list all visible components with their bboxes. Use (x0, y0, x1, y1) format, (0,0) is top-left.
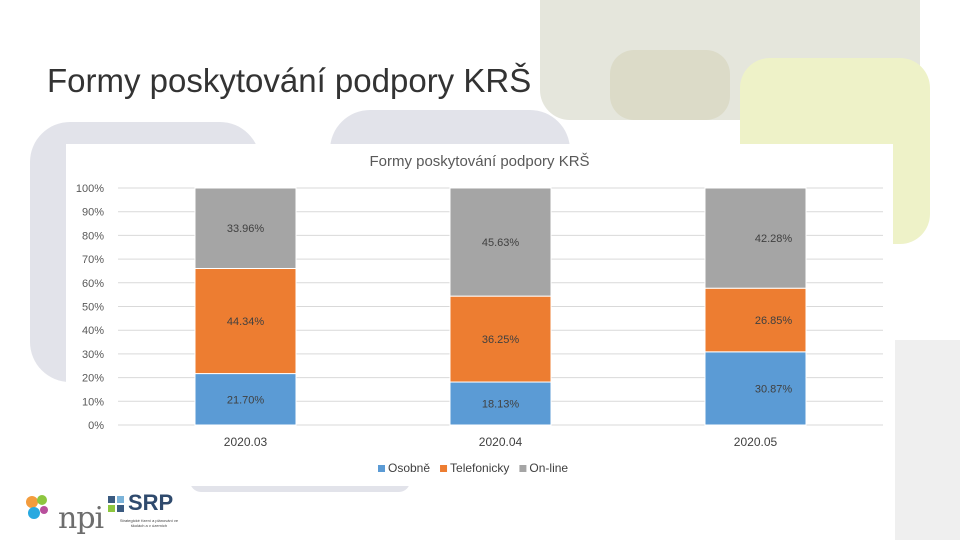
data-label: 30.87% (755, 383, 793, 395)
chart-title: Formy poskytování podpory KRŠ (369, 153, 590, 170)
y-tick-label: 20% (82, 373, 104, 385)
data-label: 44.34% (227, 316, 265, 328)
y-tick-label: 40% (82, 325, 104, 337)
data-label: 26.85% (755, 315, 793, 327)
stacked-bar-chart: 0% 10% 20% 30% 40% 50% 60% 70% 80% 90% 100% 21.70% 4… (76, 183, 883, 475)
x-tick-label: 2020.03 (224, 435, 268, 449)
y-tick-label: 100% (76, 183, 104, 195)
slide-title: Formy poskytování podpory KRŠ (47, 62, 532, 99)
legend-label: On-line (529, 461, 568, 475)
bar-segment (704, 187, 807, 289)
data-label: 45.63% (482, 237, 520, 249)
y-tick-label: 50% (82, 302, 104, 314)
bar-segment (194, 187, 297, 269)
chart-panel: 0% 10% 20% 30% 40% 50% 60% 70% 80% 90% 100% 21.70% 4… (66, 144, 893, 486)
background-shape (895, 340, 960, 540)
srp-logo: SRP Strategické řízení a plánování ve šk… (106, 490, 186, 538)
y-tick-label: 70% (82, 254, 104, 266)
bar-segment (449, 187, 552, 297)
legend-swatch (440, 465, 448, 472)
legend-swatch (519, 465, 527, 472)
y-tick-label: 60% (82, 278, 104, 290)
npi-logo: npi (22, 493, 104, 536)
legend-swatch (378, 465, 385, 472)
data-label: 18.13% (482, 399, 520, 411)
bar-segment (704, 351, 807, 426)
footer-logos: npi SRP Strategické řízení a plánování v… (0, 488, 960, 540)
legend-label: Osobně (388, 461, 430, 475)
data-label: 21.70% (227, 394, 265, 406)
y-tick-label: 10% (82, 396, 104, 408)
legend-label: Telefonicky (450, 461, 509, 475)
background-shape (610, 50, 730, 120)
x-tick-label: 2020.04 (479, 435, 523, 449)
y-tick-label: 0% (88, 420, 104, 432)
bar-segment (704, 287, 807, 353)
bar-segment (194, 267, 297, 375)
y-tick-label: 90% (82, 207, 104, 219)
data-label: 36.25% (482, 334, 520, 346)
data-label: 42.28% (755, 233, 793, 245)
y-tick-label: 80% (82, 230, 104, 242)
bar-segment (449, 295, 552, 383)
npi-logo-text: npi (58, 501, 104, 536)
data-label: 33.96% (227, 223, 265, 235)
srp-logo-subtitle: Strategické řízení a plánování ve školác… (119, 518, 179, 528)
npi-logo-icon (26, 495, 48, 519)
bar-segment (194, 373, 297, 426)
y-tick-label: 30% (82, 349, 104, 361)
x-tick-label: 2020.05 (734, 435, 778, 449)
bar-segment (449, 381, 552, 426)
srp-logo-icon (108, 496, 124, 512)
srp-logo-text: SRP (128, 490, 174, 515)
